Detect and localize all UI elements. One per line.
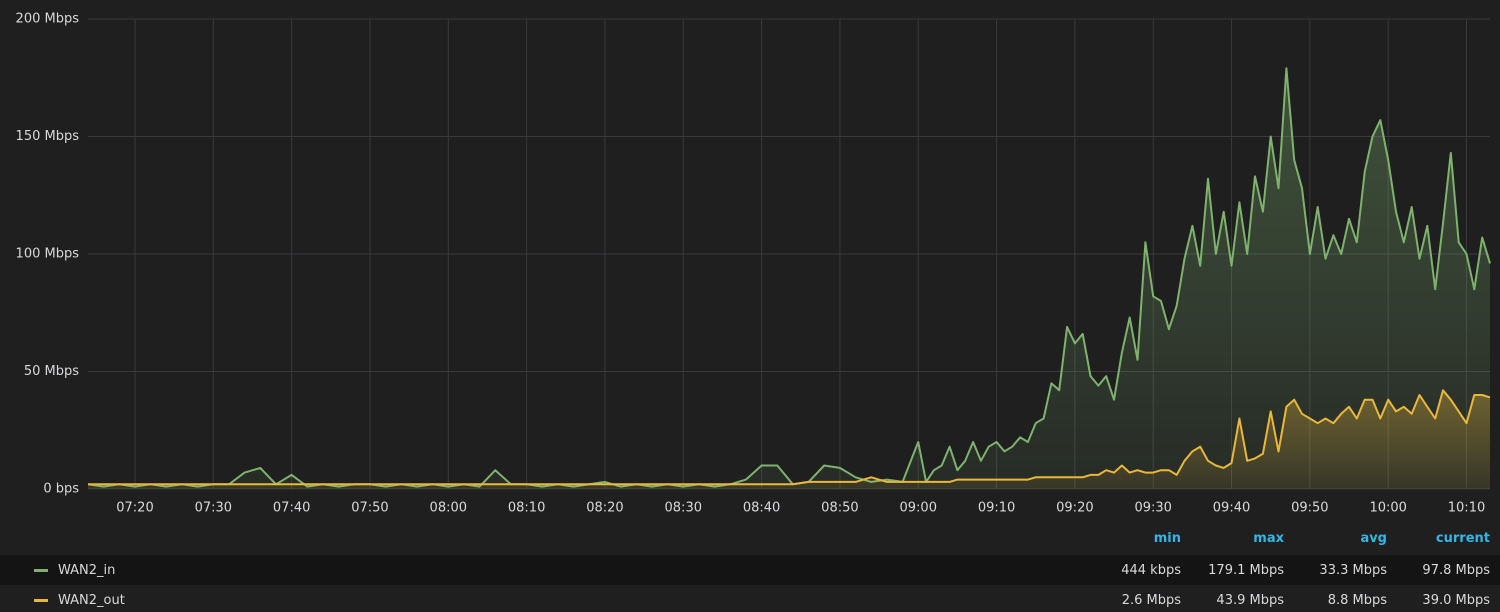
y-tick-label: 200 Mbps <box>16 12 80 27</box>
legend-stat: 39.0 Mbps <box>1422 592 1490 608</box>
series-area <box>88 68 1490 490</box>
x-tick-label: 07:30 <box>195 501 232 516</box>
y-tick-label: 150 Mbps <box>16 129 80 144</box>
legend: min max avg current WAN2_in 444 kbps 179.1 Mbp… <box>0 525 1500 612</box>
legend-column-header: avg <box>1360 530 1387 546</box>
legend-header: min max avg current <box>0 525 1500 551</box>
legend-stat: 2.6 Mbps <box>1121 592 1181 608</box>
x-tick-label: 08:10 <box>508 501 545 516</box>
legend-column-header: min <box>1153 530 1181 546</box>
y-tick-label: 100 Mbps <box>16 247 80 262</box>
legend-stat: 444 kbps <box>1121 562 1181 578</box>
x-tick-label: 07:50 <box>351 501 388 516</box>
legend-name: WAN2_out <box>0 593 1078 608</box>
legend-stat: 8.8 Mbps <box>1327 592 1387 608</box>
legend-row: WAN2_out 2.6 Mbps 43.9 Mbps 8.8 Mbps 39.0 Mb… <box>0 585 1500 612</box>
x-tick-label: 08:20 <box>586 501 623 516</box>
legend-stat: 33.3 Mbps <box>1319 562 1387 578</box>
x-tick-label: 09:50 <box>1291 501 1328 516</box>
x-tick-label: 08:00 <box>430 501 467 516</box>
legend-name: WAN2_in <box>0 563 1078 578</box>
x-tick-label: 09:30 <box>1134 501 1171 516</box>
legend-row: WAN2_in 444 kbps 179.1 Mbps 33.3 Mbps 97.8 M… <box>0 555 1500 585</box>
legend-stat: 179.1 Mbps <box>1208 562 1284 578</box>
series-line <box>88 389 1491 486</box>
x-tick-label: 07:40 <box>273 501 310 516</box>
x-tick-label: 08:50 <box>821 501 858 516</box>
x-tick-label: 08:30 <box>665 501 702 516</box>
legend-stat: 97.8 Mbps <box>1422 562 1490 578</box>
y-tick-label: 0 bps <box>43 482 79 497</box>
x-tick-label: 10:10 <box>1448 501 1485 516</box>
x-tick-label: 08:40 <box>743 501 780 516</box>
series-area <box>88 390 1490 489</box>
x-tick-label: 07:20 <box>116 501 153 516</box>
legend-stat: 43.9 Mbps <box>1216 592 1284 608</box>
chart: 0 bps 50 Mbps 100 Mbps 150 Mbps 200 Mbps 07:2… <box>16 12 1491 516</box>
x-tick-label: 09:00 <box>900 501 937 516</box>
x-tick-label: 09:20 <box>1056 501 1093 516</box>
legend-column-header: current <box>1435 530 1490 546</box>
y-tick-label: 50 Mbps <box>24 364 79 379</box>
x-tick-label: 09:10 <box>978 501 1015 516</box>
x-tick-label: 10:00 <box>1369 501 1406 516</box>
legend-swatch <box>34 568 48 572</box>
x-tick-label: 09:40 <box>1213 501 1250 516</box>
legend-column-header: max <box>1253 530 1284 546</box>
legend-swatch <box>34 598 48 602</box>
